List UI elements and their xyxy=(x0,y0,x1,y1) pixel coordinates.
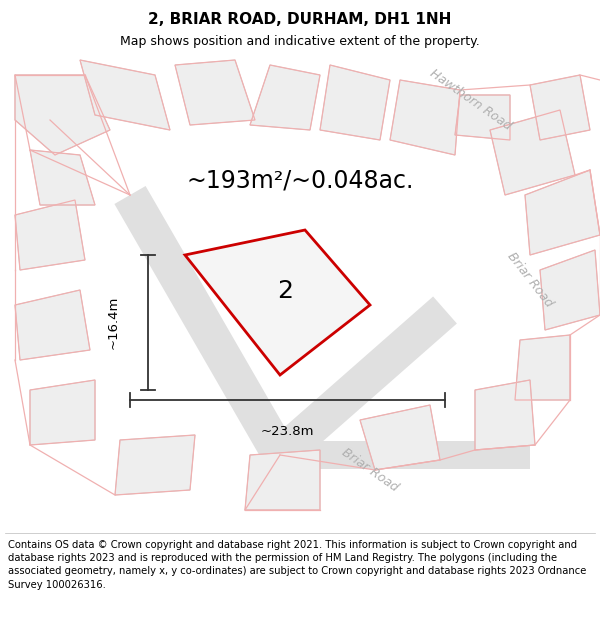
Polygon shape xyxy=(185,230,370,375)
Text: Briar Road: Briar Road xyxy=(505,250,556,310)
Polygon shape xyxy=(455,95,510,140)
Polygon shape xyxy=(320,65,390,140)
Polygon shape xyxy=(15,200,85,270)
Polygon shape xyxy=(525,170,600,255)
Polygon shape xyxy=(475,380,535,450)
Text: Hawthorn Road: Hawthorn Road xyxy=(427,67,513,133)
Text: Contains OS data © Crown copyright and database right 2021. This information is : Contains OS data © Crown copyright and d… xyxy=(8,540,586,589)
Polygon shape xyxy=(515,335,570,400)
Polygon shape xyxy=(390,80,460,155)
Text: 2: 2 xyxy=(277,279,293,303)
Polygon shape xyxy=(490,110,575,195)
Polygon shape xyxy=(175,60,255,125)
Polygon shape xyxy=(15,75,110,155)
Polygon shape xyxy=(80,60,170,130)
Polygon shape xyxy=(115,186,296,464)
Text: Briar Road: Briar Road xyxy=(340,446,401,494)
Text: 2, BRIAR ROAD, DURHAM, DH1 1NH: 2, BRIAR ROAD, DURHAM, DH1 1NH xyxy=(148,12,452,28)
Polygon shape xyxy=(245,450,320,510)
Polygon shape xyxy=(30,380,95,445)
Text: Map shows position and indicative extent of the property.: Map shows position and indicative extent… xyxy=(120,34,480,48)
Polygon shape xyxy=(530,75,590,140)
Text: ~16.4m: ~16.4m xyxy=(107,295,120,349)
Polygon shape xyxy=(268,296,457,469)
Polygon shape xyxy=(540,250,600,330)
Polygon shape xyxy=(250,65,320,130)
Polygon shape xyxy=(15,290,90,360)
Polygon shape xyxy=(115,435,195,495)
Text: ~23.8m: ~23.8m xyxy=(260,425,314,438)
Polygon shape xyxy=(30,150,95,205)
Polygon shape xyxy=(360,405,440,470)
Polygon shape xyxy=(280,441,530,469)
Text: ~193m²/~0.048ac.: ~193m²/~0.048ac. xyxy=(187,168,413,192)
